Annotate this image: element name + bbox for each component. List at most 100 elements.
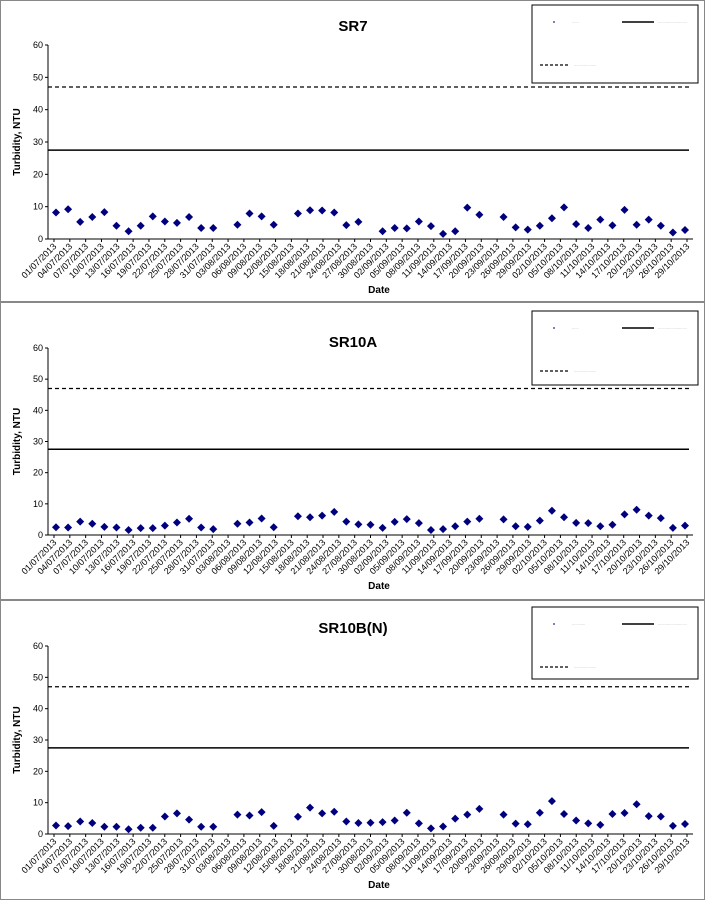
data-point — [499, 810, 508, 819]
data-point — [172, 809, 181, 818]
data-point — [148, 524, 157, 533]
data-point — [439, 229, 448, 238]
data-point — [233, 810, 242, 819]
data-point — [245, 209, 254, 218]
data-point — [378, 523, 387, 532]
data-point — [535, 516, 544, 525]
data-point — [475, 210, 484, 219]
data-point — [124, 526, 133, 535]
y-tick-label: 30 — [33, 437, 43, 447]
chart-title: SR10A — [329, 334, 378, 351]
data-point — [620, 205, 629, 214]
data-point — [499, 515, 508, 524]
data-point — [632, 800, 641, 809]
data-point — [342, 221, 351, 230]
data-point — [197, 224, 206, 233]
data-point — [330, 208, 339, 217]
data-point — [560, 203, 569, 212]
data-point — [402, 224, 411, 233]
data-point — [354, 217, 363, 226]
y-tick-label: 40 — [33, 105, 43, 115]
legend-box — [531, 606, 699, 680]
data-point — [426, 824, 435, 833]
data-point — [572, 816, 581, 825]
data-point — [535, 808, 544, 817]
data-point — [656, 514, 665, 523]
x-axis-label: Date — [368, 880, 390, 891]
data-point — [402, 808, 411, 817]
data-point — [681, 521, 689, 530]
data-point — [451, 227, 460, 236]
data-point — [197, 523, 206, 532]
legend-marker-diamond — [553, 21, 555, 23]
data-point — [318, 809, 327, 818]
data-point — [547, 506, 556, 515]
legend-label: .................... — [574, 664, 596, 669]
y-tick-label: 30 — [33, 137, 43, 147]
data-point — [426, 526, 435, 535]
data-point — [475, 804, 484, 813]
legend-label: .......................... — [658, 621, 687, 626]
data-point — [306, 803, 315, 812]
y-tick-label: 50 — [33, 374, 43, 384]
data-point — [100, 208, 109, 217]
data-point — [306, 206, 315, 215]
data-point — [100, 522, 109, 531]
data-point — [560, 513, 569, 522]
data-point — [439, 822, 448, 831]
legend-label: .................... — [574, 62, 596, 67]
data-point — [330, 507, 339, 516]
data-point — [511, 223, 520, 232]
data-point — [112, 822, 121, 831]
data-point — [293, 812, 302, 821]
data-point — [330, 807, 339, 816]
data-point — [257, 212, 266, 221]
data-point — [293, 512, 302, 521]
legend-marker-diamond — [553, 623, 555, 625]
data-point — [64, 205, 73, 214]
x-axis-label: Date — [368, 581, 390, 592]
y-tick-label: 60 — [33, 641, 43, 651]
data-point — [681, 819, 689, 828]
data-point — [366, 818, 375, 827]
legend-label: .................... — [574, 368, 596, 373]
data-point — [644, 215, 653, 224]
data-point — [257, 514, 266, 523]
data-point — [535, 221, 544, 230]
legend-label: .......................... — [658, 19, 687, 24]
y-axis-label: Turbidity, NTU — [12, 108, 23, 175]
y-tick-label: 20 — [33, 169, 43, 179]
data-point — [572, 220, 581, 229]
data-point — [269, 523, 278, 532]
data-point — [88, 819, 97, 828]
y-tick-label: 0 — [38, 234, 43, 244]
data-point — [76, 517, 85, 526]
data-point — [668, 523, 677, 532]
y-axis-label: Turbidity, NTU — [12, 408, 23, 475]
y-axis-label: Turbidity, NTU — [12, 706, 23, 773]
data-point — [209, 822, 218, 831]
chart-panel-sr10a: SR10A 0 10 20 30 40 50 60 Turbidity, NTU 01/07/20… — [0, 302, 705, 600]
legend: ........................................… — [531, 4, 699, 84]
legend-label: ............ — [572, 621, 585, 626]
data-point — [668, 228, 677, 237]
data-point — [269, 821, 278, 830]
data-point — [76, 217, 85, 226]
x-axis-label: Date — [368, 285, 390, 296]
data-point — [596, 820, 605, 829]
data-point — [306, 513, 315, 522]
data-point — [499, 213, 508, 222]
data-point — [52, 208, 60, 217]
legend-label: ...... — [572, 19, 579, 24]
data-point — [596, 215, 605, 224]
data-point — [620, 510, 629, 519]
data-point — [185, 514, 194, 523]
data-point — [185, 213, 194, 222]
y-tick-label: 10 — [33, 202, 43, 212]
data-point — [257, 808, 266, 817]
data-point — [632, 505, 641, 514]
data-point — [136, 823, 145, 832]
